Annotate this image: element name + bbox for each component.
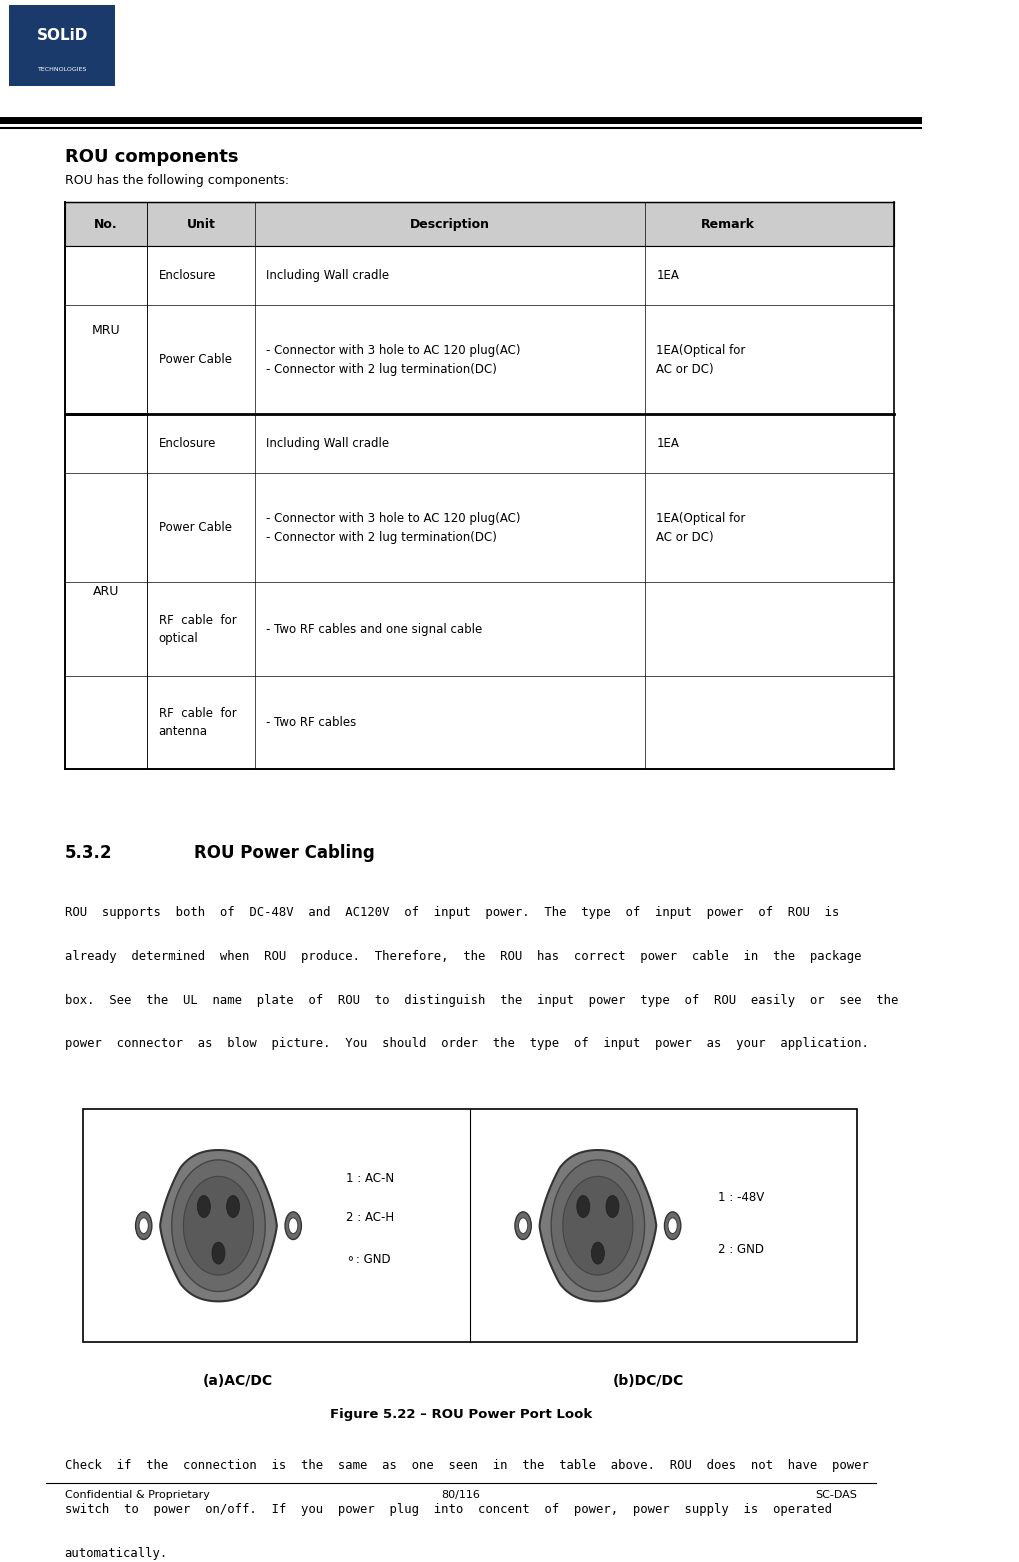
Circle shape <box>518 1218 527 1234</box>
Circle shape <box>198 1195 210 1217</box>
Text: RF  cable  for
antenna: RF cable for antenna <box>158 708 236 739</box>
Text: ARU: ARU <box>93 586 119 598</box>
Text: ROU  supports  both  of  DC-48V  and  AC120V  of  input  power.  The  type  of  : ROU supports both of DC-48V and AC120V o… <box>64 906 838 920</box>
Circle shape <box>605 1195 619 1217</box>
Bar <box>64 583 894 676</box>
Text: - Two RF cables: - Two RF cables <box>266 715 357 729</box>
Text: ROU components: ROU components <box>64 148 237 166</box>
Polygon shape <box>562 1176 633 1275</box>
Text: Power Cable: Power Cable <box>158 522 231 534</box>
Bar <box>64 676 894 770</box>
Circle shape <box>139 1218 148 1234</box>
Polygon shape <box>550 1161 644 1292</box>
Circle shape <box>663 1212 680 1240</box>
Text: SC-DAS: SC-DAS <box>814 1490 856 1501</box>
Circle shape <box>515 1212 531 1240</box>
Text: Including Wall cradle: Including Wall cradle <box>266 437 389 450</box>
Text: power  connector  as  blow  picture.  You  should  order  the  type  of  input  : power connector as blow picture. You sho… <box>64 1037 867 1050</box>
Polygon shape <box>171 1161 265 1292</box>
Polygon shape <box>160 1150 276 1301</box>
Circle shape <box>212 1242 225 1264</box>
Text: Remark: Remark <box>700 217 754 231</box>
Text: 1 : AC-N: 1 : AC-N <box>345 1173 394 1186</box>
Text: 1EA(Optical for
AC or DC): 1EA(Optical for AC or DC) <box>655 344 745 376</box>
Bar <box>64 414 148 770</box>
Text: MRU: MRU <box>92 323 120 337</box>
Text: automatically.: automatically. <box>64 1546 167 1559</box>
Text: SOLiD: SOLiD <box>37 28 88 42</box>
Bar <box>64 247 148 414</box>
Circle shape <box>284 1212 301 1240</box>
Text: Figure 5.22 – ROU Power Port Look: Figure 5.22 – ROU Power Port Look <box>329 1407 591 1421</box>
Polygon shape <box>183 1176 254 1275</box>
Text: - Connector with 3 hole to AC 120 plug(AC)
- Connector with 2 lug termination(DC: - Connector with 3 hole to AC 120 plug(A… <box>266 512 521 544</box>
Text: RF  cable  for
optical: RF cable for optical <box>158 614 236 645</box>
Text: - Two RF cables and one signal cable: - Two RF cables and one signal cable <box>266 623 482 636</box>
Circle shape <box>136 1212 152 1240</box>
Text: 2 : AC-H: 2 : AC-H <box>345 1212 394 1225</box>
Text: 2 : GND: 2 : GND <box>717 1242 763 1256</box>
Text: TECHNOLOGIES: TECHNOLOGIES <box>38 67 87 72</box>
Text: 1EA: 1EA <box>655 269 679 283</box>
Text: 1EA: 1EA <box>655 437 679 450</box>
Polygon shape <box>539 1150 655 1301</box>
Bar <box>83 1109 856 1342</box>
Bar <box>64 203 894 247</box>
Text: (a)AC/DC: (a)AC/DC <box>203 1373 273 1387</box>
Text: Confidential & Proprietary: Confidential & Proprietary <box>64 1490 209 1501</box>
Text: Power Cable: Power Cable <box>158 353 231 366</box>
Bar <box>64 414 894 473</box>
Text: 1EA(Optical for
AC or DC): 1EA(Optical for AC or DC) <box>655 512 745 544</box>
Circle shape <box>288 1218 298 1234</box>
Circle shape <box>576 1195 589 1217</box>
Text: Check  if  the  connection  is  the  same  as  one  seen  in  the  table  above.: Check if the connection is the same as o… <box>64 1459 867 1473</box>
Text: Enclosure: Enclosure <box>158 269 216 283</box>
Bar <box>64 473 894 583</box>
Text: Including Wall cradle: Including Wall cradle <box>266 269 389 283</box>
Text: 1 : -48V: 1 : -48V <box>717 1192 763 1204</box>
Text: box.  See  the  UL  name  plate  of  ROU  to  distinguish  the  input  power  ty: box. See the UL name plate of ROU to dis… <box>64 993 897 1006</box>
Circle shape <box>591 1242 604 1264</box>
Text: 5.3.2: 5.3.2 <box>64 843 112 862</box>
FancyBboxPatch shape <box>9 5 115 86</box>
Text: Unit: Unit <box>186 217 216 231</box>
Text: Description: Description <box>410 217 490 231</box>
Bar <box>64 305 894 414</box>
Text: - Connector with 3 hole to AC 120 plug(AC)
- Connector with 2 lug termination(DC: - Connector with 3 hole to AC 120 plug(A… <box>266 344 521 376</box>
Text: ⚬: GND: ⚬: GND <box>345 1253 390 1267</box>
Text: No.: No. <box>94 217 118 231</box>
Text: ROU has the following components:: ROU has the following components: <box>64 175 288 187</box>
Bar <box>64 247 894 305</box>
Text: 80/116: 80/116 <box>441 1490 480 1501</box>
Text: (b)DC/DC: (b)DC/DC <box>612 1373 683 1387</box>
Circle shape <box>226 1195 239 1217</box>
Circle shape <box>667 1218 677 1234</box>
Text: already  determined  when  ROU  produce.  Therefore,  the  ROU  has  correct  po: already determined when ROU produce. The… <box>64 950 860 964</box>
Text: Enclosure: Enclosure <box>158 437 216 450</box>
Text: switch  to  power  on/off.  If  you  power  plug  into  concent  of  power,  pow: switch to power on/off. If you power plu… <box>64 1503 830 1515</box>
Text: ROU Power Cabling: ROU Power Cabling <box>194 843 374 862</box>
